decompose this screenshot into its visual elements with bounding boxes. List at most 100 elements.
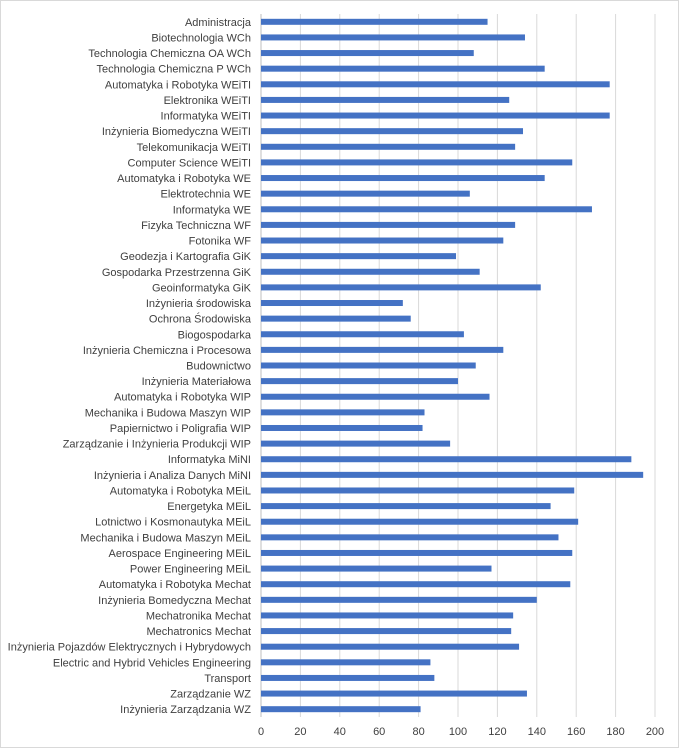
category-label: Informatyka WE bbox=[173, 204, 251, 216]
category-label: Inżynieria Zarządzania WZ bbox=[120, 704, 251, 716]
category-label: Gospodarka Przestrzenna GiK bbox=[102, 267, 252, 279]
category-label: Geoinformatyka GiK bbox=[152, 282, 252, 294]
category-label: Electric and Hybrid Vehicles Engineering bbox=[53, 657, 251, 669]
category-label: Fotonika WF bbox=[189, 236, 252, 248]
category-label: Aerospace Engineering MEiL bbox=[109, 548, 251, 560]
category-label: Automatyka i Robotyka MEiL bbox=[110, 485, 251, 497]
category-label: Biogospodarka bbox=[178, 329, 252, 341]
x-tick-label: 200 bbox=[646, 726, 664, 738]
bar bbox=[261, 284, 541, 291]
category-label: Mechanika i Budowa Maszyn MEiL bbox=[80, 532, 251, 544]
bar bbox=[261, 34, 525, 41]
bar bbox=[261, 378, 458, 385]
bar bbox=[261, 471, 644, 478]
bar bbox=[261, 596, 537, 603]
x-tick-label: 140 bbox=[528, 726, 546, 738]
category-label: Technologia Chemiczna OA WCh bbox=[88, 48, 251, 60]
bar bbox=[261, 440, 451, 447]
x-axis-tick-labels: 0 20 40 60 80 100 120 140 160 180 200 bbox=[258, 726, 664, 738]
category-label: Inżynieria Bomedyczna Mechat bbox=[98, 595, 251, 607]
category-label: Inżynieria i Analiza Danych MiNI bbox=[94, 470, 251, 482]
category-label: Mechatronika Mechat bbox=[146, 610, 251, 622]
bar bbox=[261, 346, 504, 353]
bars bbox=[261, 18, 644, 713]
category-label: Inżynieria Biomedyczna WEiTI bbox=[102, 126, 251, 138]
category-label: Mechanika i Budowa Maszyn WIP bbox=[85, 407, 251, 419]
category-label: Automatyka i Robotyka Mechat bbox=[99, 579, 251, 591]
category-label: Ochrona Środowiska bbox=[149, 313, 252, 326]
bar bbox=[261, 643, 520, 650]
category-label: Telekomunikacja WEiTI bbox=[137, 142, 251, 154]
category-label: Inżynieria Pojazdów Elektrycznych i Hybr… bbox=[8, 642, 251, 654]
bar bbox=[261, 221, 516, 228]
bar bbox=[261, 706, 421, 713]
bar bbox=[261, 362, 476, 369]
x-tick-label: 0 bbox=[258, 726, 264, 738]
bar bbox=[261, 409, 425, 416]
category-label: Inżynieria Materiałowa bbox=[142, 376, 252, 388]
bar bbox=[261, 659, 431, 666]
category-label: Geodezja i Kartografia GiK bbox=[120, 251, 252, 263]
x-tick-label: 100 bbox=[449, 726, 467, 738]
bar bbox=[261, 81, 610, 88]
category-label: Inżynieria środowiska bbox=[146, 298, 252, 310]
bar bbox=[261, 190, 470, 197]
bar bbox=[261, 393, 490, 400]
bar bbox=[261, 503, 551, 510]
bar bbox=[261, 112, 610, 119]
x-tick-label: 80 bbox=[412, 726, 424, 738]
bar bbox=[261, 487, 575, 494]
bar bbox=[261, 65, 545, 72]
category-label: Informatyka WEiTI bbox=[161, 111, 251, 123]
category-label: Administracja bbox=[185, 17, 252, 29]
x-tick-label: 120 bbox=[488, 726, 506, 738]
category-label: Technologia Chemiczna P WCh bbox=[97, 64, 251, 76]
category-label: Biotechnologia WCh bbox=[151, 32, 251, 44]
bar bbox=[261, 456, 632, 463]
category-label: Energetyka MEiL bbox=[167, 501, 251, 513]
bar bbox=[261, 315, 411, 322]
bar bbox=[261, 331, 464, 338]
category-label: Informatyka MiNI bbox=[168, 454, 251, 466]
category-label: Computer Science WEiTI bbox=[128, 157, 251, 169]
bar bbox=[261, 628, 512, 635]
category-label: Inżynieria Chemiczna i Procesowa bbox=[83, 345, 252, 357]
category-label: Elektronika WEiTI bbox=[164, 95, 251, 107]
bar bbox=[261, 690, 527, 697]
category-label: Fizyka Techniczna WF bbox=[141, 220, 251, 232]
category-label: Power Engineering MEiL bbox=[130, 564, 251, 576]
bar bbox=[261, 96, 510, 103]
bar bbox=[261, 424, 423, 431]
bar bbox=[261, 143, 516, 150]
x-tick-label: 60 bbox=[373, 726, 385, 738]
bar bbox=[261, 534, 559, 541]
bar bbox=[261, 674, 435, 681]
category-labels: Administracja Biotechnologia WCh Technolog… bbox=[8, 17, 252, 716]
category-label: Papiernictwo i Poligrafia WIP bbox=[110, 423, 251, 435]
bar bbox=[261, 50, 474, 57]
category-label: Lotnictwo i Kosmonautyka MEiL bbox=[95, 517, 251, 529]
bar bbox=[261, 300, 403, 307]
bar bbox=[261, 253, 457, 260]
bar bbox=[261, 175, 545, 182]
bar bbox=[261, 518, 579, 525]
bar bbox=[261, 128, 524, 135]
category-label: Budownictwo bbox=[186, 361, 251, 373]
x-tick-label: 40 bbox=[334, 726, 346, 738]
category-label: Mechatronics Mechat bbox=[146, 626, 251, 638]
x-tick-label: 180 bbox=[606, 726, 624, 738]
bar bbox=[261, 268, 480, 275]
category-label: Automatyka i Robotyka WE bbox=[117, 173, 251, 185]
category-label: Transport bbox=[204, 673, 251, 685]
x-tick-label: 160 bbox=[567, 726, 585, 738]
category-label: Zarządzanie WZ bbox=[170, 689, 251, 701]
bar bbox=[261, 581, 571, 588]
bar bbox=[261, 612, 514, 619]
bar bbox=[261, 565, 492, 572]
category-label: Elektrotechnia WE bbox=[161, 189, 251, 201]
bar bbox=[261, 18, 488, 25]
category-label: Automatyka i Robotyka WEiTI bbox=[105, 79, 251, 91]
bar bbox=[261, 549, 573, 556]
x-tick-label: 20 bbox=[294, 726, 306, 738]
